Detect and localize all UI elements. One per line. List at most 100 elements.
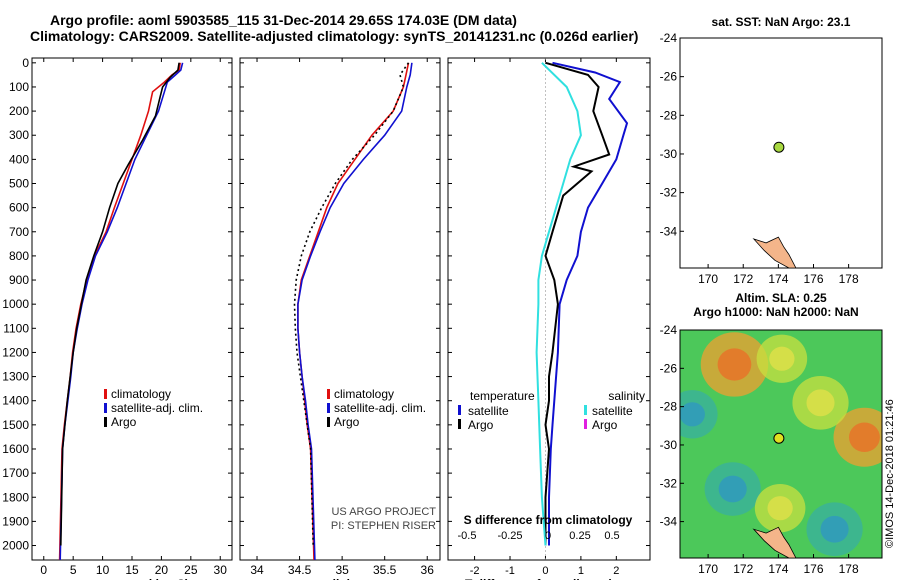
panel3-s-tick-label: -0.25	[497, 530, 522, 542]
map2-title: Altim. SLA: 0.25	[735, 291, 827, 305]
depth-label: 1400	[2, 394, 29, 408]
map2-heat-core	[680, 402, 705, 427]
panel3-x-tick-label: 1	[578, 565, 584, 577]
map1-x-tick-label: 174	[768, 272, 788, 286]
legend-swatch	[104, 403, 107, 413]
legend-swatch	[104, 417, 107, 427]
map2-y-tick-label: -34	[660, 515, 678, 529]
map2-y-tick-label: -26	[660, 361, 678, 375]
map1-y-tick-label: -28	[660, 108, 678, 122]
map2-y-tick-label: -24	[660, 323, 678, 337]
panel2-series-climatology	[297, 62, 410, 561]
panel2-frame	[239, 57, 441, 561]
depth-label: 800	[9, 249, 29, 263]
legend-label-1-2: Argo	[111, 415, 137, 429]
map2-x-tick-label: 174	[768, 562, 788, 576]
map1-title: sat. SST: NaN Argo: 23.1	[712, 15, 851, 29]
depth-label: 1300	[2, 370, 29, 384]
footer-stamp: ©IMOS 14-Dec-2018 01:21:46	[884, 399, 896, 548]
map2-x-tick-label: 178	[839, 562, 859, 576]
map2-land	[752, 526, 797, 559]
map2-x-tick-label: 170	[698, 562, 718, 576]
depth-label: 600	[9, 201, 29, 215]
map1-argo-point	[773, 141, 785, 153]
legend-salinity-title: salinity	[608, 389, 645, 403]
panel2-x-tick-label: 34	[250, 563, 264, 577]
map2-x-tick-label: 176	[803, 562, 823, 576]
map1-frame	[679, 37, 883, 269]
depth-label: 1000	[2, 297, 29, 311]
panel1-x-tick-label: 20	[155, 563, 169, 577]
map2-argo-point	[773, 432, 785, 444]
legend-temperature-argo: Argo	[468, 418, 494, 432]
panel3-frame	[447, 57, 651, 561]
map1-x-tick-label: 172	[733, 272, 753, 286]
map2-heat-layer	[680, 330, 882, 558]
depth-label: 200	[9, 104, 29, 118]
legend-swatch	[458, 405, 461, 415]
depth-label: 1200	[2, 345, 29, 359]
legend-label-2-1: satellite-adj. clim.	[334, 401, 426, 415]
panel1-x-tick-label: 25	[184, 563, 198, 577]
depth-label: 1500	[2, 418, 29, 432]
legend-swatch	[104, 389, 107, 399]
legend-swatch	[584, 405, 587, 415]
panel3-x-axis-label: T difference from climatology	[465, 577, 633, 580]
map2-y-tick-label: -30	[660, 438, 678, 452]
map2-heat-core	[820, 515, 849, 543]
depth-label: 1700	[2, 466, 29, 480]
depth-label: 700	[9, 225, 29, 239]
map2-heat-core	[848, 422, 880, 453]
map2-subtitle: Argo h1000: NaN h2000: NaN	[693, 305, 858, 319]
map2-heat-core	[806, 389, 835, 417]
depth-label: 2000	[2, 539, 29, 553]
depth-label: 300	[9, 128, 29, 142]
panel3-s-tick-label: -0.5	[458, 530, 477, 542]
legend-label-2-2: Argo	[334, 415, 360, 429]
panel2-x-tick-label: 36	[421, 563, 435, 577]
legend-salinity-argo: Argo	[592, 418, 618, 432]
legend-salinity-satellite: satellite	[592, 404, 633, 418]
depth-label: 500	[9, 177, 29, 191]
map1-land	[752, 236, 797, 269]
credit-line: US ARGO PROJECT	[331, 506, 436, 518]
panel3-x-tick-label: -2	[470, 565, 480, 577]
panel3-s-tick-label: 0.25	[569, 530, 590, 542]
map1-x-tick-label: 170	[698, 272, 718, 286]
legend-label-1-1: satellite-adj. clim.	[111, 401, 203, 415]
map1-y-tick-label: -24	[660, 31, 678, 45]
map1-y-tick-label: -34	[660, 224, 678, 238]
depth-label: 1100	[3, 321, 29, 335]
depth-label: 900	[9, 273, 29, 287]
map2-y-tick-label: -28	[660, 400, 678, 414]
legend-temperature-title: temperature	[470, 389, 535, 403]
depth-label: 100	[9, 80, 29, 94]
panel1-x-tick-label: 10	[96, 563, 110, 577]
panel1-x-tick-label: 30	[214, 563, 228, 577]
legend-temperature-satellite: satellite	[468, 404, 509, 418]
legend-label-2-0: climatology	[334, 387, 394, 401]
panel1-series-argo	[60, 62, 180, 546]
panel3-x-tick-label: -1	[505, 565, 515, 577]
map1-y-tick-label: -30	[660, 147, 678, 161]
map2-y-tick-label: -32	[660, 476, 678, 490]
panel1-series-satellite-adj-clim-	[59, 62, 184, 561]
panel2-x-tick-label: 35	[335, 563, 349, 577]
map1-x-tick-label: 178	[839, 272, 859, 286]
legend-label-1-0: climatology	[111, 387, 171, 401]
panel1-series-climatology	[58, 62, 181, 561]
panel1-x-axis-label: temperature (deg C)	[75, 577, 189, 580]
map2-heat-core	[767, 496, 793, 521]
panel1-x-tick-label: 5	[70, 563, 77, 577]
legend-swatch	[458, 419, 461, 429]
panel1-x-tick-label: 15	[125, 563, 139, 577]
header-line-2: Climatology: CARS2009. Satellite-adjuste…	[30, 28, 639, 44]
credit-line: PI: STEPHEN RISER	[331, 520, 436, 532]
map2-heat-core	[718, 475, 747, 503]
map1-y-tick-label: -26	[660, 70, 678, 84]
map2-frame	[679, 329, 883, 559]
panel2-x-axis-label: salinity	[319, 577, 361, 580]
map2-heat-core	[717, 348, 752, 381]
panel2-series-argo	[293, 62, 410, 546]
